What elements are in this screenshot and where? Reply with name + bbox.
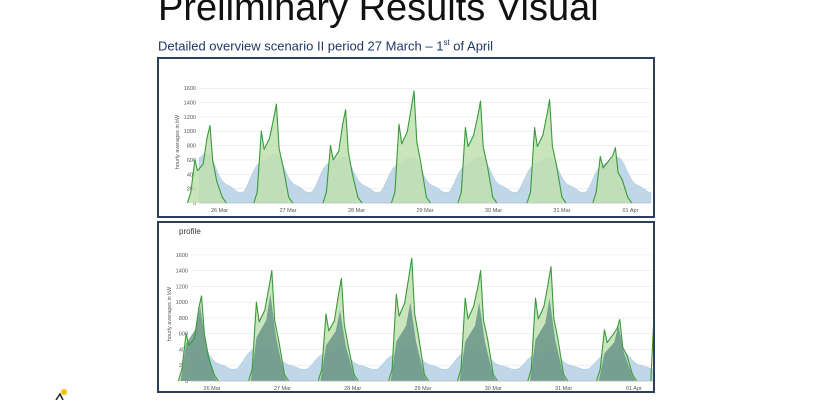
y-tick-label: 600 xyxy=(179,332,188,338)
series-green-line-peak xyxy=(390,90,431,204)
series-dark-overlap-peak xyxy=(250,294,288,381)
y-tick-label: 1000 xyxy=(176,300,188,306)
series-dark-overlap-peak xyxy=(459,302,497,381)
x-tick-label: 27 Mar xyxy=(274,386,291,391)
x-tick-label: 31 Mar xyxy=(555,386,572,391)
y-tick-label: 400 xyxy=(187,172,196,178)
y-tick-label: 1200 xyxy=(184,115,196,121)
series-green-line-peak xyxy=(592,147,633,204)
series-green-area-peak xyxy=(253,104,293,203)
series-green-line-peak xyxy=(253,103,294,204)
y-axis-label: hourly averages in kW xyxy=(175,114,181,169)
y-tick-label: 400 xyxy=(179,347,188,353)
x-tick-label: 30 Mar xyxy=(485,208,502,214)
series-green-line-tail xyxy=(650,324,653,382)
series-green-line-peak xyxy=(526,99,567,204)
series-green-area-peak xyxy=(457,101,497,203)
series-dark-overlap-peak xyxy=(529,298,567,381)
logo-icon xyxy=(55,389,67,400)
subtitle-main: Detailed overview scenario II period 27 … xyxy=(158,38,444,54)
chart-panel-top: 02004006008001000120014001600hourly aver… xyxy=(157,57,655,218)
subtitle-superscript: st xyxy=(443,38,450,47)
x-tick-label: 30 Mar xyxy=(485,386,502,391)
y-tick-label: 1200 xyxy=(176,284,188,290)
slide-title: Preliminary Results Visual xyxy=(158,0,599,29)
subtitle-end: of April xyxy=(449,38,494,54)
series-green-line-peak xyxy=(527,266,569,382)
series-green-area-peak xyxy=(391,91,431,203)
x-tick-label: 27 Mar xyxy=(279,208,296,214)
x-tick-label: 31 Mar xyxy=(553,208,570,214)
y-tick-label: 1600 xyxy=(184,86,196,92)
y-tick-label: 0 xyxy=(193,201,196,207)
x-tick-label: 01 Apr xyxy=(623,208,639,214)
chart-top-svg: 02004006008001000120014001600hourly aver… xyxy=(175,86,652,214)
series-green-line-peak xyxy=(596,318,638,382)
chart-bottom-svg: 02004006008001000120014001600hourly aver… xyxy=(167,253,653,391)
y-tick-label: 1000 xyxy=(184,129,196,135)
x-tick-label: 28 Mar xyxy=(348,208,365,214)
series-green-area-peak xyxy=(527,99,567,203)
series-green-line-peak xyxy=(177,295,219,382)
series-green-area-peak xyxy=(592,147,632,203)
series-dark-overlap-peak xyxy=(180,306,217,381)
series-green-line-peak xyxy=(317,277,359,382)
slide-subtitle: Detailed overview scenario II period 27 … xyxy=(158,38,493,53)
series-green-area-peak xyxy=(187,125,227,203)
y-axis-label: hourly averages in kW xyxy=(167,286,173,341)
series-green-area-peak xyxy=(323,109,362,203)
series-green-line-peak xyxy=(322,109,363,204)
series-green-line-peak xyxy=(186,124,227,204)
chart-panel-bottom: profile 02004006008001000120014001600hou… xyxy=(157,221,655,393)
x-tick-label: 01 Apr xyxy=(626,386,642,391)
y-tick-label: 600 xyxy=(187,158,196,164)
x-tick-label: 28 Mar xyxy=(344,386,361,391)
chart-bottom-title: profile xyxy=(179,227,201,236)
x-tick-label: 29 Mar xyxy=(414,386,431,391)
x-tick-label: 26 Mar xyxy=(204,386,221,391)
y-tick-label: 800 xyxy=(187,144,196,150)
series-green-line-peak xyxy=(457,100,498,204)
series-dark-overlap-peak xyxy=(598,325,636,381)
y-tick-label: 1400 xyxy=(184,101,196,107)
x-tick-label: 29 Mar xyxy=(416,208,433,214)
y-tick-label: 0 xyxy=(185,379,188,385)
y-tick-label: 1400 xyxy=(176,269,188,275)
series-green-line-peak xyxy=(456,270,498,382)
series-green-line-peak xyxy=(248,270,290,382)
series-dark-overlap-peak xyxy=(390,302,428,381)
series-green-line-peak xyxy=(388,257,430,382)
y-tick-label: 1600 xyxy=(176,253,188,259)
series-dark-overlap-peak xyxy=(320,310,357,381)
y-tick-label: 800 xyxy=(179,316,188,322)
x-tick-label: 26 Mar xyxy=(211,208,228,214)
